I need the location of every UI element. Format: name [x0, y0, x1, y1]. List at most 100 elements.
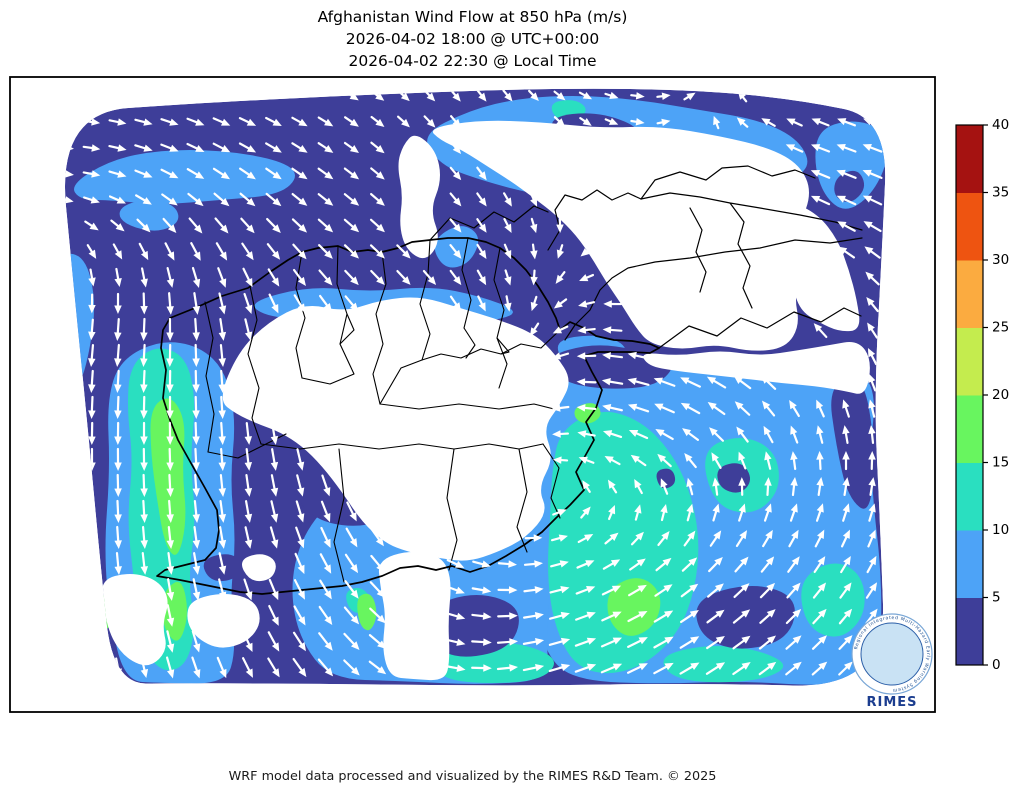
wind-arrow — [813, 323, 828, 339]
wind-arrow — [166, 317, 174, 341]
wind-arrow — [140, 473, 148, 497]
wind-arrow — [476, 89, 487, 102]
wind-arrow — [268, 578, 279, 601]
wind-speed-region — [357, 593, 377, 631]
wind-arrow — [602, 352, 624, 360]
wind-arrow — [88, 293, 96, 314]
country-border — [547, 189, 642, 251]
wind-arrow — [317, 116, 334, 127]
wind-arrow — [734, 556, 749, 573]
wind-arrow — [140, 499, 148, 523]
wind-arrow — [82, 170, 101, 178]
wind-arrow — [192, 578, 201, 601]
wind-arrow — [114, 525, 122, 549]
wind-arrow — [812, 608, 827, 625]
wind-arrow — [370, 554, 385, 572]
footer-credit: WRF model data processed and visualized … — [228, 769, 717, 784]
wind-arrow — [556, 244, 564, 259]
wind-arrow — [528, 89, 539, 102]
colorbar-tick-label: 15 — [992, 455, 1009, 471]
wind-arrow — [346, 501, 357, 522]
chart-title: Afghanistan Wind Flow at 850 hPa (m/s) — [317, 8, 628, 26]
wind-arrow — [630, 118, 645, 126]
wind-arrow — [140, 317, 148, 341]
wind-arrow — [680, 610, 699, 624]
country-border — [564, 237, 863, 341]
terrain-mask — [432, 120, 809, 351]
wind-arrow — [318, 632, 333, 651]
wind-arrow — [575, 611, 596, 621]
wind-arrow — [321, 474, 331, 497]
wind-arrow — [166, 421, 174, 445]
wind-arrow — [291, 142, 308, 153]
wind-arrow — [576, 378, 597, 386]
colorbar: 0 5 10 15 20 25 30 35 40 — [955, 117, 1009, 673]
wind-arrow — [343, 193, 360, 206]
country-border — [640, 165, 816, 200]
wind-arrow — [160, 118, 179, 126]
wind-arrow — [135, 194, 152, 205]
wind-arrow — [292, 268, 306, 286]
wind-arrow — [683, 530, 696, 547]
wind-arrow — [396, 115, 410, 128]
wind-arrow — [556, 217, 564, 234]
colorbar-segment — [956, 125, 983, 193]
wind-arrow — [530, 217, 538, 234]
wind-arrow — [653, 377, 676, 387]
wind-arrow — [867, 322, 878, 339]
wind-arrow — [502, 89, 513, 102]
wind-arrow — [788, 529, 799, 548]
wind-arrow — [446, 558, 465, 568]
wind-arrow — [732, 662, 751, 676]
chart-subtitle-utc-time: 2026-04-02 18:00 @ UTC+00:00 — [345, 30, 600, 48]
wind-arrow — [218, 395, 226, 419]
wind-arrow — [654, 403, 675, 414]
province-border — [336, 245, 348, 345]
wind-arrow — [317, 193, 334, 206]
admin-borders — [156, 165, 863, 595]
wind-arrow — [238, 117, 257, 126]
wind-arrow — [162, 217, 177, 234]
wind-arrow — [630, 92, 645, 100]
province-border — [372, 251, 387, 405]
province-border — [496, 337, 510, 355]
wind-arrow — [318, 244, 333, 259]
wind-arrow — [110, 219, 125, 232]
wind-arrow — [627, 351, 650, 360]
wind-arrow — [738, 451, 747, 470]
wind-speed-region — [434, 226, 479, 268]
wind-arrow — [265, 142, 282, 153]
wind-arrow — [760, 375, 777, 390]
wind-arrow — [449, 115, 461, 128]
wind-arrow — [265, 116, 282, 127]
wind-arrow — [114, 267, 122, 288]
wind-arrow — [445, 664, 466, 672]
terrain-mask — [783, 204, 860, 332]
wind-arrow — [449, 140, 462, 154]
wind-arrow — [865, 582, 878, 599]
wind-arrow — [733, 583, 750, 599]
wind-arrow — [396, 244, 411, 259]
wind-arrow — [114, 421, 122, 445]
wind-arrow — [166, 578, 175, 601]
wind-arrow — [811, 661, 828, 676]
wind-arrow — [446, 585, 465, 594]
wind-arrow — [551, 352, 570, 360]
wind-arrow — [785, 661, 802, 676]
wind-arrow — [134, 118, 153, 126]
wind-arrow — [758, 661, 777, 676]
wind-arrow — [786, 118, 803, 127]
wind-arrow — [140, 343, 148, 367]
wind-arrow — [218, 343, 226, 367]
wind-arrow — [842, 399, 850, 418]
country-border — [640, 192, 863, 231]
wind-arrows — [64, 89, 883, 679]
wind-arrow — [476, 218, 487, 233]
province-border — [463, 327, 476, 359]
wind-arrow — [292, 631, 306, 652]
wind-arrow — [86, 244, 97, 259]
wind-arrow — [836, 169, 857, 179]
wind-arrow — [550, 534, 568, 542]
wind-arrow — [166, 343, 174, 367]
wind-arrow — [814, 529, 825, 548]
